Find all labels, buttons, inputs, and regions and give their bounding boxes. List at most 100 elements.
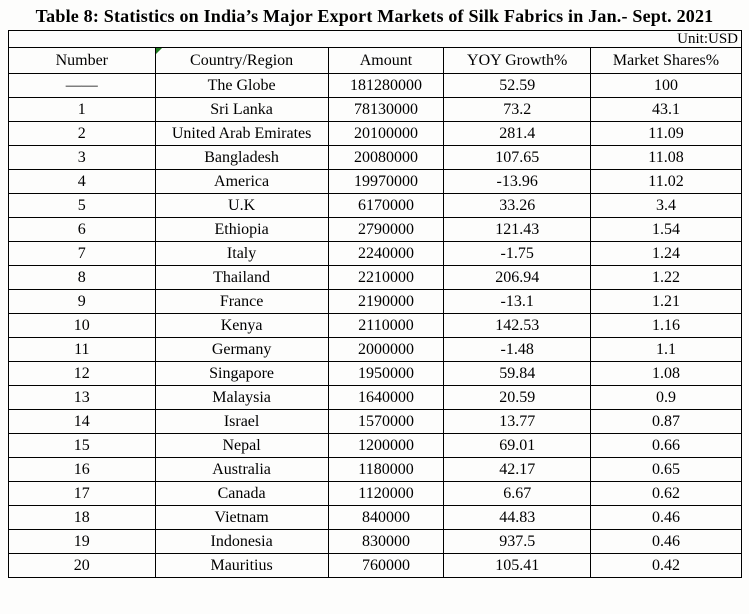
- amount-cell: 1570000: [327, 409, 445, 434]
- yoy-growth-cell: 6.67: [443, 481, 591, 506]
- number-cell: 15: [8, 433, 156, 458]
- number-cell: 11: [8, 337, 156, 362]
- yoy-growth-cell: -13.96: [443, 169, 591, 194]
- country-cell: Australia: [154, 457, 329, 482]
- amount-cell: 181280000: [327, 73, 445, 98]
- number-cell: 17: [8, 481, 156, 506]
- table-row: 10 Kenya 2110000 142.53 1.16: [8, 313, 743, 338]
- table-row: 5 U.K 6170000 33.26 3.4: [8, 193, 743, 218]
- table-row: 15 Nepal 1200000 69.01 0.66: [8, 433, 743, 458]
- country-cell: Thailand: [154, 265, 329, 290]
- market-share-cell: 0.46: [589, 505, 743, 530]
- unit-label: Unit:USD: [8, 30, 742, 48]
- market-share-cell: 1.22: [589, 265, 743, 290]
- amount-cell: 1180000: [327, 457, 445, 482]
- yoy-growth-cell: 121.43: [443, 217, 591, 242]
- market-share-cell: 0.62: [589, 481, 743, 506]
- yoy-growth-cell: 105.41: [443, 553, 591, 578]
- market-share-cell: 1.21: [589, 289, 743, 314]
- market-share-cell: 100: [589, 73, 743, 98]
- market-share-cell: 1.08: [589, 361, 743, 386]
- number-cell: 3: [8, 145, 156, 170]
- market-share-cell: 1.16: [589, 313, 743, 338]
- number-cell: 10: [8, 313, 156, 338]
- country-cell: United Arab Emirates: [154, 121, 329, 146]
- table-row: 14 Israel 1570000 13.77 0.87: [8, 409, 743, 434]
- table-body: —— The Globe 181280000 52.59 100 1 Sri Lanka 78…: [8, 73, 743, 578]
- table-row: 1 Sri Lanka 78130000 73.2 43.1: [8, 97, 743, 122]
- yoy-growth-cell: -13.1: [443, 289, 591, 314]
- number-cell: 6: [8, 217, 156, 242]
- number-cell: 16: [8, 457, 156, 482]
- column-header-country-region: Country/Region: [154, 47, 329, 74]
- number-cell: 7: [8, 241, 156, 266]
- country-cell: France: [154, 289, 329, 314]
- market-share-cell: 11.09: [589, 121, 743, 146]
- table-row: 6 Ethiopia 2790000 121.43 1.54: [8, 217, 743, 242]
- table-row: 7 Italy 2240000 -1.75 1.24: [8, 241, 743, 266]
- number-cell: 4: [8, 169, 156, 194]
- country-cell: Germany: [154, 337, 329, 362]
- number-cell: 19: [8, 529, 156, 554]
- yoy-growth-cell: 44.83: [443, 505, 591, 530]
- yoy-growth-cell: 59.84: [443, 361, 591, 386]
- yoy-growth-cell: 20.59: [443, 385, 591, 410]
- country-cell: The Globe: [154, 73, 329, 98]
- table-row: 3 Bangladesh 20080000 107.65 11.08: [8, 145, 743, 170]
- market-share-cell: 0.9: [589, 385, 743, 410]
- country-cell: Sri Lanka: [154, 97, 329, 122]
- yoy-growth-cell: 937.5: [443, 529, 591, 554]
- number-cell: 9: [8, 289, 156, 314]
- column-header-number: Number: [8, 47, 156, 74]
- country-cell: Italy: [154, 241, 329, 266]
- column-header-market-shares: Market Shares%: [589, 47, 743, 74]
- amount-cell: 2190000: [327, 289, 445, 314]
- country-cell: Canada: [154, 481, 329, 506]
- amount-cell: 20080000: [327, 145, 445, 170]
- table-row: 12 Singapore 1950000 59.84 1.08: [8, 361, 743, 386]
- country-cell: Kenya: [154, 313, 329, 338]
- country-cell: Israel: [154, 409, 329, 434]
- country-cell: Bangladesh: [154, 145, 329, 170]
- market-share-cell: 11.02: [589, 169, 743, 194]
- country-cell: Nepal: [154, 433, 329, 458]
- header-row: Number Country/Region Amount YOY Growth% Mar…: [8, 47, 743, 74]
- market-share-cell: 0.42: [589, 553, 743, 578]
- market-share-cell: 11.08: [589, 145, 743, 170]
- amount-cell: 840000: [327, 505, 445, 530]
- table-head: Unit:USD Number Country/Region Amount YOY G…: [8, 30, 743, 74]
- country-cell: Malaysia: [154, 385, 329, 410]
- market-share-cell: 43.1: [589, 97, 743, 122]
- country-cell: America: [154, 169, 329, 194]
- cell-error-marker-icon: [156, 48, 162, 54]
- number-cell: 12: [8, 361, 156, 386]
- yoy-growth-cell: 73.2: [443, 97, 591, 122]
- export-markets-table: Unit:USD Number Country/Region Amount YOY G…: [8, 30, 743, 578]
- amount-cell: 20100000: [327, 121, 445, 146]
- column-header-amount: Amount: [327, 47, 445, 74]
- market-share-cell: 0.46: [589, 529, 743, 554]
- table-row: 17 Canada 1120000 6.67 0.62: [8, 481, 743, 506]
- table-row: 9 France 2190000 -13.1 1.21: [8, 289, 743, 314]
- table-title: Table 8: Statistics on India’s Major Exp…: [35, 6, 714, 26]
- market-share-cell: 1.1: [589, 337, 743, 362]
- amount-cell: 1200000: [327, 433, 445, 458]
- country-cell: Indonesia: [154, 529, 329, 554]
- yoy-growth-cell: 33.26: [443, 193, 591, 218]
- amount-cell: 78130000: [327, 97, 445, 122]
- number-cell: 1: [8, 97, 156, 122]
- market-share-cell: 0.87: [589, 409, 743, 434]
- number-cell: 8: [8, 265, 156, 290]
- yoy-growth-cell: 281.4: [443, 121, 591, 146]
- unit-row: Unit:USD: [8, 30, 742, 48]
- column-header-yoy-growth: YOY Growth%: [443, 47, 591, 74]
- country-cell: Vietnam: [154, 505, 329, 530]
- amount-cell: 19970000: [327, 169, 445, 194]
- yoy-growth-cell: 206.94: [443, 265, 591, 290]
- amount-cell: 1640000: [327, 385, 445, 410]
- table-row: 8 Thailand 2210000 206.94 1.22: [8, 265, 743, 290]
- country-cell: Mauritius: [154, 553, 329, 578]
- amount-cell: 2000000: [327, 337, 445, 362]
- number-cell: 5: [8, 193, 156, 218]
- amount-cell: 2110000: [327, 313, 445, 338]
